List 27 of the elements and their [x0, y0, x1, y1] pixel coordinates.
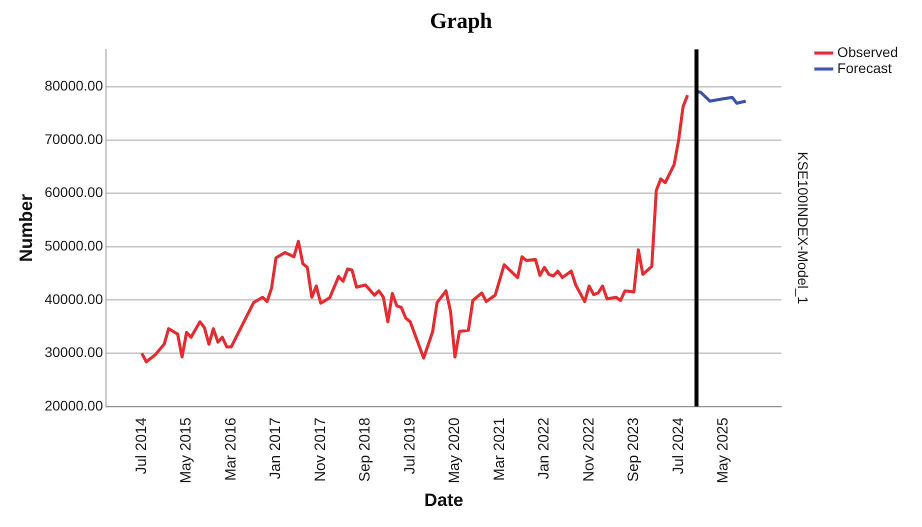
x-tick-label: Sep 2023: [625, 418, 642, 482]
chart-title: Graph: [428, 8, 494, 35]
x-axis-title: Date: [424, 490, 464, 510]
x-tick-label: Jul 2024: [670, 418, 687, 474]
x-tick-label: Nov 2022: [580, 418, 598, 482]
x-tick-label: Mar 2016: [222, 418, 240, 481]
x-tick-label: May 2025: [714, 418, 732, 484]
y-axis-title: Number: [16, 194, 36, 262]
y-tick-label: 40000.00: [44, 290, 104, 307]
x-tick-label: May 2020: [446, 418, 464, 484]
y2-axis-title: KSE100INDEX-Model_1: [795, 152, 812, 304]
x-tick-label: Sep 2018: [356, 418, 374, 482]
legend-label: Forecast: [837, 60, 892, 76]
y-tick-label: 50000.00: [44, 237, 104, 254]
x-tick-label: Mar 2021: [490, 418, 508, 481]
y-tick-label: 30000.00: [44, 344, 104, 360]
y-tick-label: 70000.00: [44, 130, 104, 147]
y-tick-label: 80000.00: [44, 78, 104, 94]
x-tick-label: Jul 2014: [132, 418, 150, 474]
x-tick-label: Jul 2019: [401, 418, 418, 474]
legend-label: Observed: [837, 44, 898, 60]
x-tick-label: Jan 2022: [536, 418, 553, 480]
y-tick-label: 60000.00: [44, 184, 104, 200]
x-tick-label: May 2015: [178, 418, 195, 484]
y-tick-label: 20000.00: [44, 397, 104, 414]
x-tick-label: Nov 2017: [312, 418, 329, 482]
x-tick-label: Jan 2017: [267, 418, 284, 480]
